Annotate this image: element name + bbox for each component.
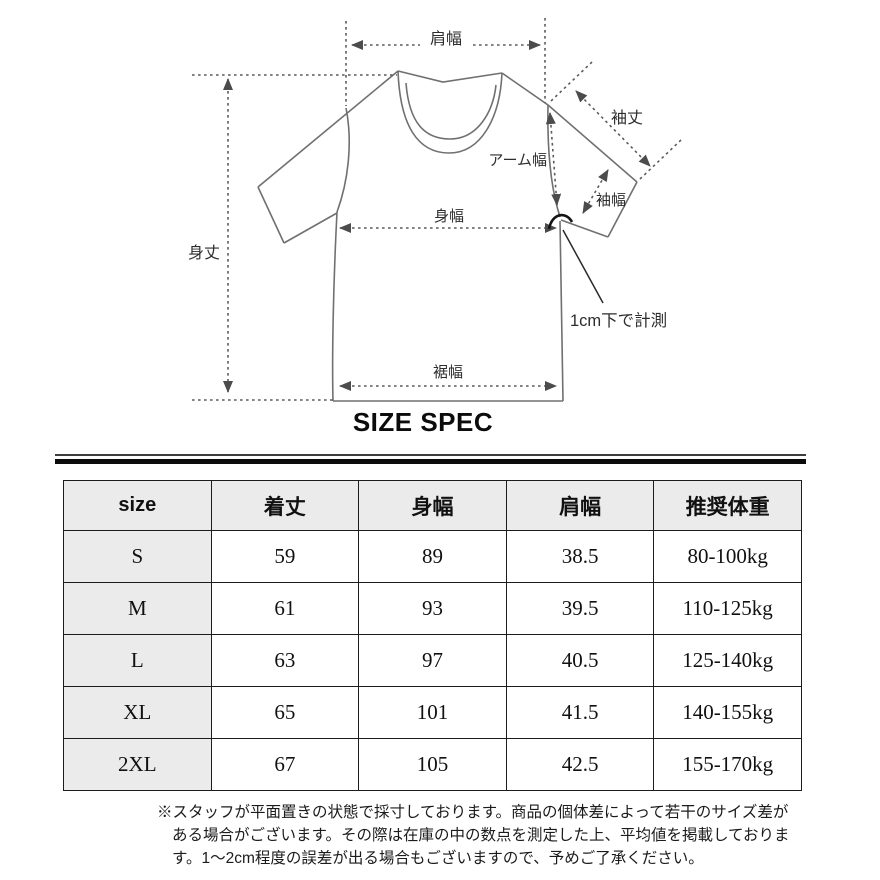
weight-cell: 155-170kg	[653, 738, 802, 791]
table-row-s: S 59 89 38.5 80-100kg	[63, 530, 802, 583]
length-cell: 63	[210, 634, 360, 687]
collar-inner-curve	[405, 82, 497, 140]
sleeve-length-arrow	[575, 90, 651, 167]
sleeve-width-label: 袖幅	[596, 192, 626, 209]
size-cell: L	[63, 634, 212, 687]
body-width-cell: 101	[358, 686, 507, 739]
footnote-line: ※スタッフが平面置きの状態で採寸しております。商品の個体差によって若干のサイズ差…	[157, 804, 789, 821]
left-sleeve-bottom-edge	[283, 212, 338, 244]
right-sleeve-bottom-edge	[560, 219, 609, 238]
col-header-length: 着丈	[210, 480, 360, 531]
measure-note-label: 1cm下で計測	[570, 311, 667, 330]
shoulder-width-cell: 39.5	[505, 582, 655, 635]
tshirt-measurement-diagram: 肩幅 袖丈 アーム幅 袖幅 身幅 身丈 裾幅 1cm下で計測	[0, 0, 880, 408]
body-width-cell: 89	[358, 530, 507, 583]
measure-note-pointer-line	[562, 229, 604, 304]
divider-thick-rule	[55, 459, 806, 464]
table-row-l: L 63 97 40.5 125-140kg	[63, 634, 802, 687]
footnote-line: ある場合がございます。その際は在庫の中の数点を測定した上、平均値を掲載しておりま	[172, 827, 790, 844]
shoulder-width-label: 肩幅	[430, 30, 462, 48]
weight-cell: 140-155kg	[653, 686, 802, 739]
table-header-row: size 着丈 身幅 肩幅 推奨体重	[63, 480, 802, 531]
guide-lines	[192, 18, 682, 401]
left-sleeve-cuff	[257, 186, 285, 244]
collar-outer-curve	[397, 70, 503, 154]
col-header-body-width: 身幅	[358, 480, 507, 531]
length-cell: 61	[210, 582, 360, 635]
left-body-edge	[331, 211, 338, 402]
shoulder-width-cell: 41.5	[505, 686, 655, 739]
body-width-cell: 105	[358, 738, 507, 791]
body-width-label: 身幅	[434, 208, 464, 225]
hem-width-label: 裾幅	[433, 364, 463, 381]
size-cell: XL	[63, 686, 212, 739]
sleeve-length-ext-top	[550, 61, 593, 102]
size-spec-table: size 着丈 身幅 肩幅 推奨体重 S 59 89 38.5 80-100kg…	[63, 480, 802, 791]
body-width-cell: 97	[358, 634, 507, 687]
right-body-edge	[559, 220, 564, 402]
diagram-svg: 肩幅 袖丈 アーム幅 袖幅 身幅 身丈 裾幅 1cm下で計測	[188, 18, 682, 402]
col-header-shoulder-width: 肩幅	[505, 480, 655, 531]
measurement-arrows	[223, 40, 651, 393]
collar-top-edge	[397, 70, 503, 83]
body-length-label: 身丈	[188, 244, 220, 262]
shoulder-width-cell: 38.5	[505, 530, 655, 583]
shoulder-width-cell: 40.5	[505, 634, 655, 687]
size-cell: M	[63, 582, 212, 635]
weight-cell: 125-140kg	[653, 634, 802, 687]
weight-cell: 80-100kg	[653, 530, 802, 583]
page-title: SIZE SPEC	[352, 407, 494, 437]
col-header-recommended-weight: 推奨体重	[653, 480, 802, 531]
left-sleeve-top-edge	[257, 70, 399, 188]
divider-thin-rule	[55, 454, 806, 456]
length-cell: 67	[210, 738, 360, 791]
shoulder-width-cell: 42.5	[505, 738, 655, 791]
disclaimer-footnote: ※スタッフが平面置きの状態で採寸しております。商品の個体差によって若干のサイズ差…	[157, 801, 790, 870]
sleeve-length-ext-bottom	[639, 139, 682, 180]
tshirt-outline	[257, 70, 638, 402]
table-row-xl: XL 65 101 41.5 140-155kg	[63, 686, 802, 739]
left-armhole-curve	[336, 107, 350, 213]
body-width-cell: 93	[358, 582, 507, 635]
col-header-size: size	[63, 480, 212, 531]
length-cell: 65	[210, 686, 360, 739]
size-cell: 2XL	[63, 738, 212, 791]
weight-cell: 110-125kg	[653, 582, 802, 635]
sleeve-length-label: 袖丈	[611, 109, 643, 127]
armpit-hook-mark	[547, 213, 574, 230]
arm-width-label: アーム幅	[488, 152, 547, 169]
sleeve-width-arrow	[582, 169, 609, 214]
table-row-2xl: 2XL 67 105 42.5 155-170kg	[63, 738, 802, 791]
right-sleeve-cuff	[607, 181, 638, 238]
length-cell: 59	[210, 530, 360, 583]
size-cell: S	[63, 530, 212, 583]
footnote-line: す。1～2cm程度の誤差が出る場合もございますので、予めご了承ください。	[172, 850, 704, 867]
table-row-m: M 61 93 39.5 110-125kg	[63, 582, 802, 635]
